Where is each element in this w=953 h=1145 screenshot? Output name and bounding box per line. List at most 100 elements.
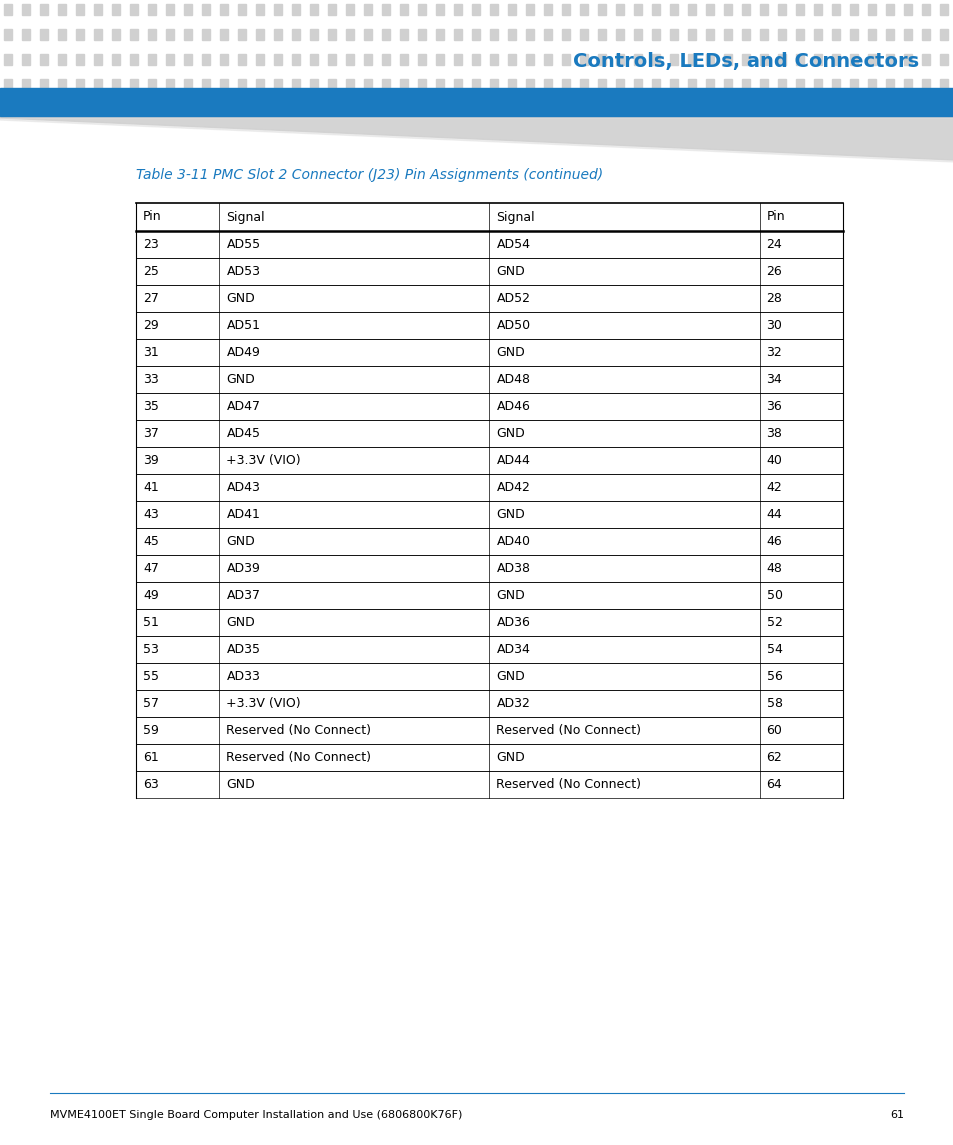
Bar	[760, 54, 767, 65]
Bar	[292, 104, 299, 114]
Bar	[598, 54, 605, 65]
Bar	[903, 29, 911, 40]
Bar	[417, 54, 426, 65]
Text: 58: 58	[766, 697, 781, 710]
Bar	[760, 29, 767, 40]
Bar	[831, 3, 840, 15]
Bar	[543, 29, 552, 40]
Text: AD54: AD54	[496, 238, 530, 251]
Text: GND: GND	[496, 264, 525, 278]
Bar	[399, 104, 408, 114]
Text: 23: 23	[143, 238, 158, 251]
Text: AD43: AD43	[226, 481, 260, 493]
Bar	[130, 104, 138, 114]
Bar	[795, 79, 803, 90]
Bar	[723, 3, 731, 15]
Bar	[381, 3, 390, 15]
Bar	[579, 3, 587, 15]
Bar	[346, 79, 354, 90]
Bar	[58, 29, 66, 40]
Bar	[148, 54, 156, 65]
Text: AD37: AD37	[226, 589, 260, 602]
Bar	[507, 29, 516, 40]
Bar	[472, 3, 479, 15]
Text: 50: 50	[766, 589, 781, 602]
Text: AD55: AD55	[226, 238, 260, 251]
Bar	[136, 555, 842, 582]
Bar	[136, 203, 842, 231]
Bar	[867, 104, 875, 114]
Text: 31: 31	[143, 346, 158, 360]
Bar	[939, 54, 947, 65]
Text: AD32: AD32	[496, 697, 530, 710]
Bar	[490, 54, 497, 65]
Text: 62: 62	[766, 751, 781, 764]
Bar	[616, 3, 623, 15]
Polygon shape	[0, 116, 953, 160]
Bar	[381, 54, 390, 65]
Bar	[454, 79, 461, 90]
Bar	[885, 104, 893, 114]
Bar	[184, 79, 192, 90]
Text: 32: 32	[766, 346, 781, 360]
Text: 29: 29	[143, 319, 158, 332]
Bar	[112, 54, 120, 65]
Bar	[292, 79, 299, 90]
Bar	[136, 285, 842, 311]
Bar	[310, 79, 317, 90]
Bar	[310, 3, 317, 15]
Bar	[22, 104, 30, 114]
Bar	[22, 29, 30, 40]
Bar	[136, 366, 842, 393]
Bar	[136, 231, 842, 258]
Bar	[94, 54, 102, 65]
Bar	[94, 3, 102, 15]
Text: AD42: AD42	[496, 481, 530, 493]
Bar	[634, 104, 641, 114]
Text: +3.3V (VIO): +3.3V (VIO)	[226, 455, 301, 467]
Bar	[525, 54, 534, 65]
Bar	[543, 79, 552, 90]
Bar	[292, 3, 299, 15]
Text: AD34: AD34	[496, 643, 530, 656]
Bar	[58, 3, 66, 15]
Bar	[274, 29, 282, 40]
Text: 59: 59	[143, 724, 159, 737]
Bar	[778, 3, 785, 15]
Bar	[364, 104, 372, 114]
Bar	[831, 29, 840, 40]
Text: 48: 48	[766, 562, 781, 575]
Bar	[58, 104, 66, 114]
Bar	[346, 104, 354, 114]
Bar	[705, 3, 713, 15]
Bar	[705, 54, 713, 65]
Bar	[237, 3, 246, 15]
Bar	[525, 104, 534, 114]
Bar	[723, 79, 731, 90]
Bar	[561, 104, 569, 114]
Bar	[939, 29, 947, 40]
Bar	[58, 79, 66, 90]
Bar	[543, 54, 552, 65]
Bar	[148, 104, 156, 114]
Bar	[436, 54, 443, 65]
Bar	[76, 29, 84, 40]
Text: 37: 37	[143, 427, 159, 440]
Bar	[849, 3, 857, 15]
Text: AD46: AD46	[496, 400, 530, 413]
Bar	[255, 104, 264, 114]
Bar	[255, 79, 264, 90]
Text: 51: 51	[143, 616, 159, 629]
Bar	[778, 104, 785, 114]
Bar	[939, 79, 947, 90]
Bar	[921, 3, 929, 15]
Bar	[579, 54, 587, 65]
Bar	[687, 104, 696, 114]
Bar	[94, 104, 102, 114]
Bar	[598, 29, 605, 40]
Bar	[166, 29, 173, 40]
Bar	[40, 54, 48, 65]
Bar	[885, 3, 893, 15]
Bar	[436, 79, 443, 90]
Bar	[616, 29, 623, 40]
